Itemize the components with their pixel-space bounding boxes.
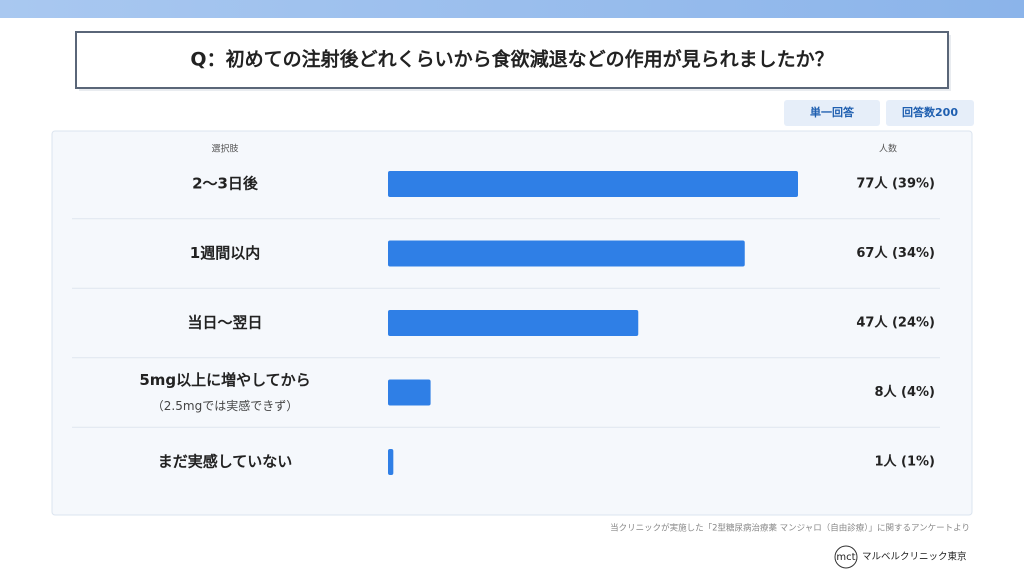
value-label: 47人 (24%) [856,315,935,331]
logo-circle [834,545,858,569]
bar [388,310,639,336]
category-label: 当日〜翌日 [187,314,262,332]
column-header: 人数 [879,143,897,155]
value-label: 67人 (34%) [856,245,935,261]
bar [388,449,394,475]
bar [388,240,745,267]
column-header: 選択肢 [211,143,238,155]
tag-label: 回答数200 [902,105,958,119]
tag [784,100,880,126]
tag [886,100,974,126]
value-label: 77人 (39%) [856,176,935,192]
category-label: 1週間以内 [190,244,260,262]
source-note: 当クリニックが実施した「2型糖尿病治療薬 マンジャロ（自由診療）」に関するアンケ… [610,523,970,534]
category-label: 2〜3日後 [192,175,259,193]
logo-text: マルベルクリニック東京 [862,551,967,563]
category-label: まだ実感していない [158,453,293,471]
tag-label: 単一回答 [810,105,855,119]
chart-title: Q：初めての注射後どれくらいから食欲減退などの作用が見られましたか？ [190,48,833,71]
title-box [75,31,949,89]
value-label: 1人 (1%) [874,454,935,470]
value-label: 8人 (4%) [874,384,935,400]
category-note: （2.5mgでは実感できず） [152,398,298,413]
logo-mark: mct [836,552,855,563]
category-label: 5mg以上に増やしてから [139,371,310,389]
bar [388,379,431,406]
top-band [0,0,1024,18]
bar [388,171,798,197]
